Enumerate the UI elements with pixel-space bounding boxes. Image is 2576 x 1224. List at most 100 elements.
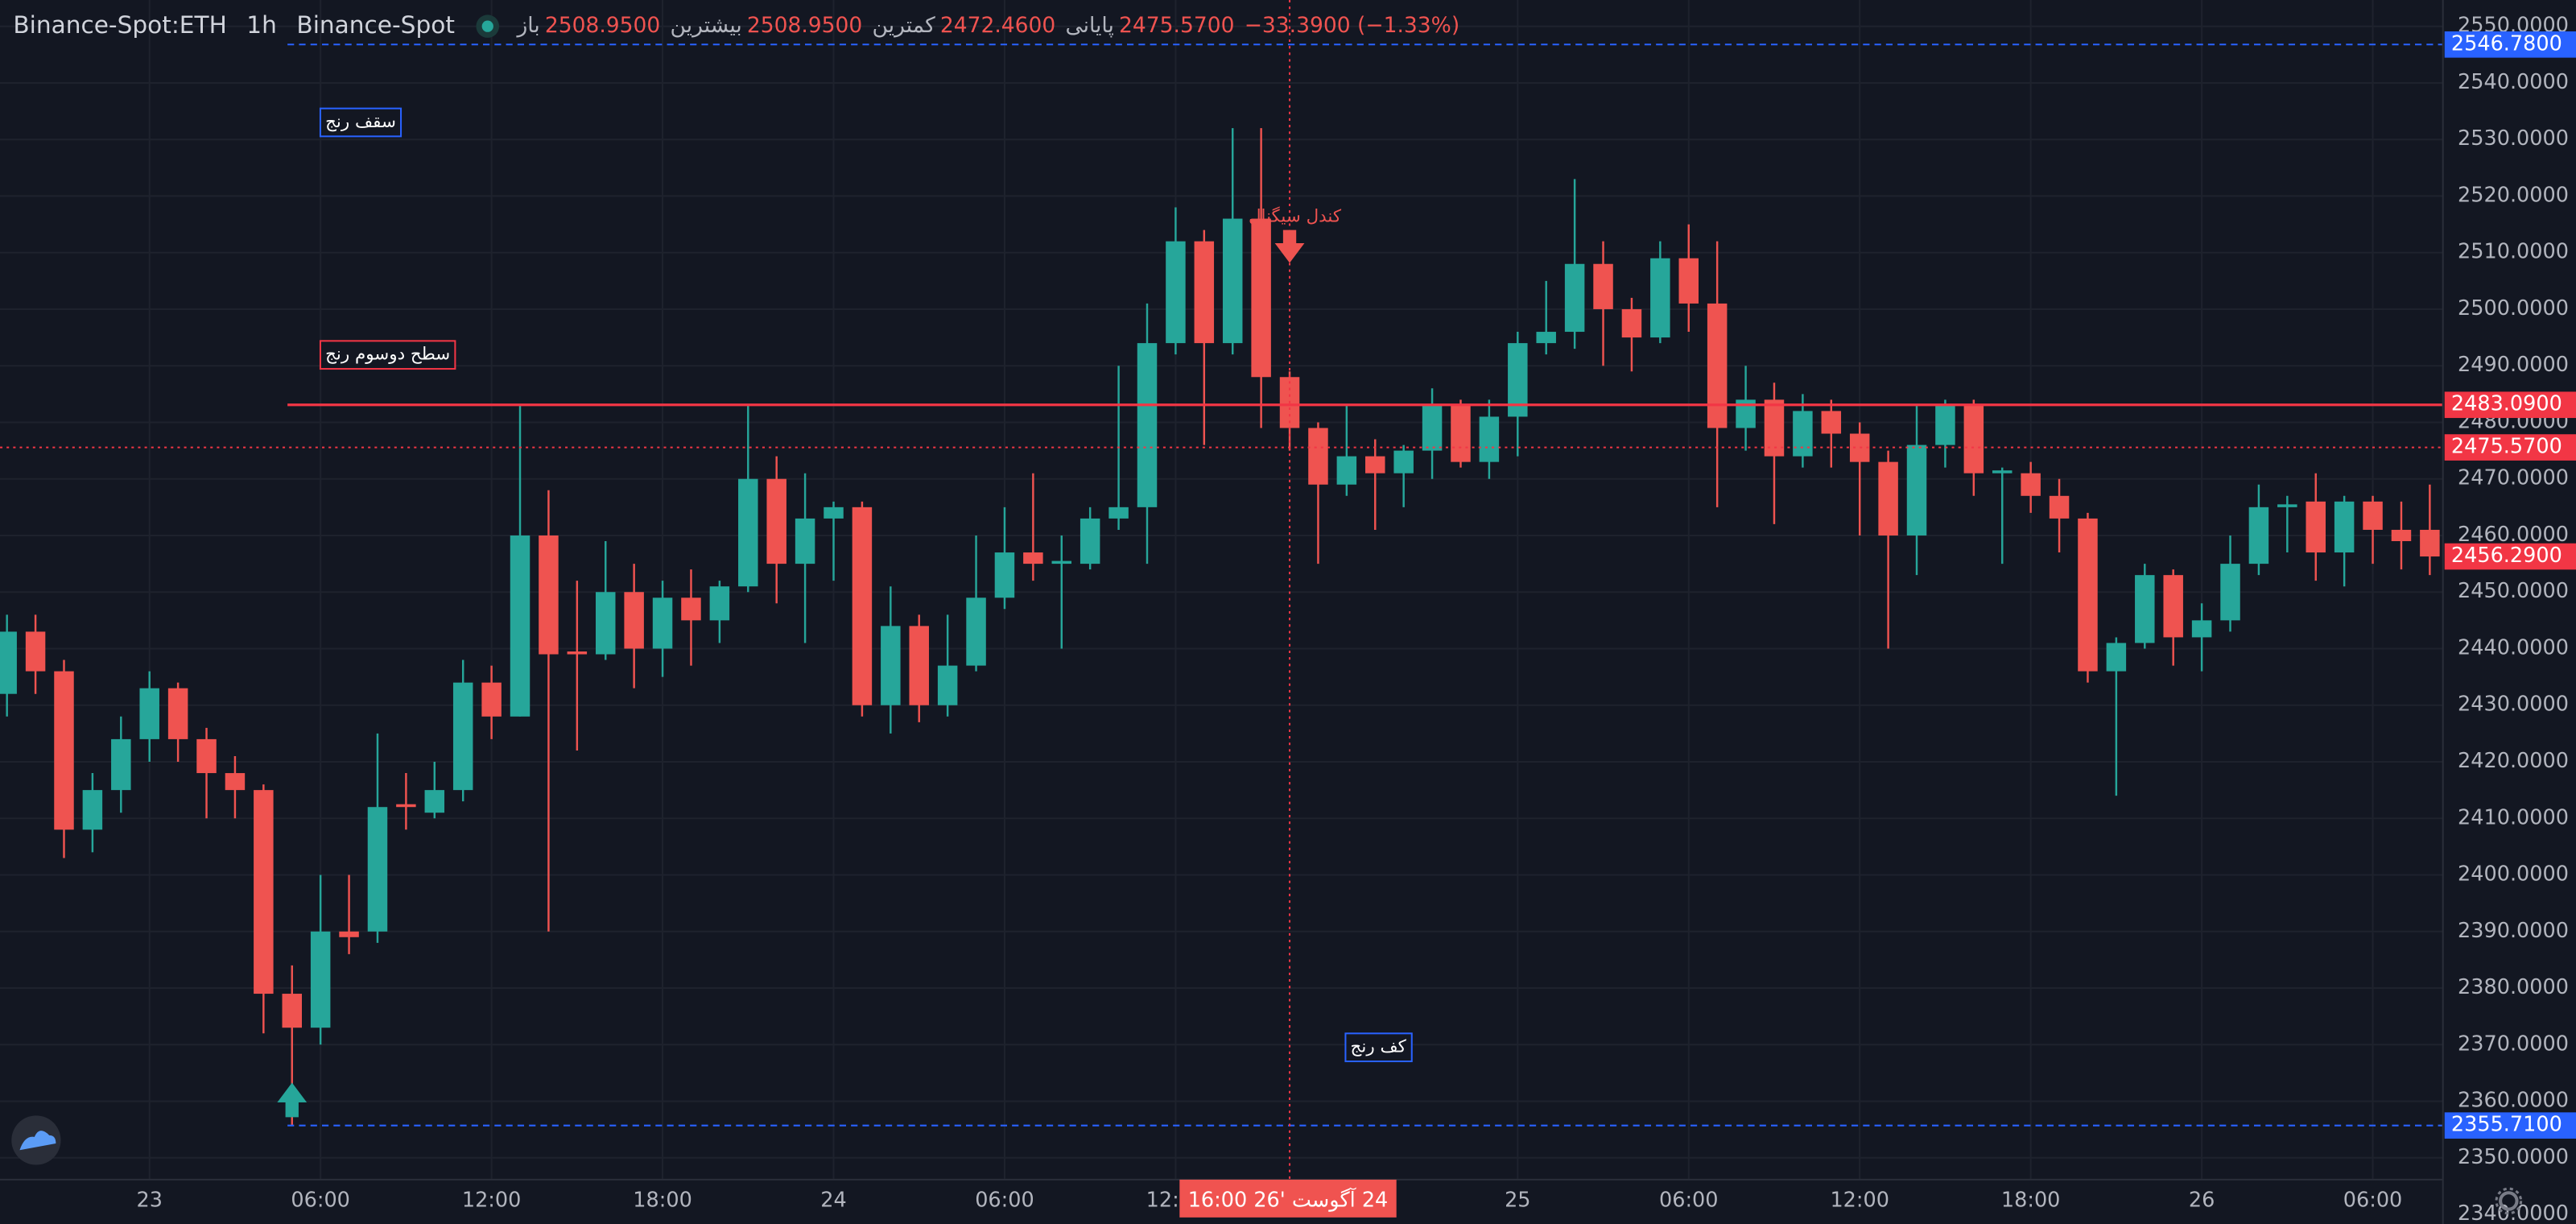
candle-body [510, 535, 530, 717]
price-label: 2355.7100 [2451, 1113, 2562, 1137]
candle-body [2049, 495, 2070, 519]
x-tick-label: 18:00 [2001, 1188, 2061, 1212]
y-tick-label: 2470.0000 [2458, 466, 2569, 490]
candle-body [1821, 411, 1842, 434]
candle-body [1678, 258, 1699, 304]
candle-body [1707, 303, 1728, 428]
x-tick-label: 12:00 [462, 1188, 522, 1212]
candle-body [1906, 445, 1927, 536]
candle-body [2078, 518, 2098, 672]
y-tick-label: 2490.0000 [2458, 353, 2569, 377]
candle-body [709, 586, 730, 621]
candle-body [225, 773, 246, 791]
candle-body [1992, 470, 2013, 473]
logo[interactable] [11, 1115, 61, 1165]
candle-body [937, 665, 958, 705]
candle-body [196, 738, 217, 774]
price-label-box [2444, 31, 2576, 58]
status-dot [481, 20, 493, 32]
candle-body [1593, 263, 1613, 309]
y-tick-label: 2430.0000 [2458, 693, 2569, 717]
field-value: 2508.9500 [545, 13, 660, 38]
candle-body [766, 478, 786, 564]
candle-body [1051, 560, 1072, 564]
price-label-box [2444, 1112, 2576, 1139]
candle-body [1194, 241, 1215, 344]
candle-body [1393, 450, 1414, 473]
candle-body [1764, 399, 1785, 457]
candle-body [54, 671, 74, 830]
candle-body [2306, 501, 2326, 553]
candle-body [1251, 218, 1271, 378]
candle-body [681, 598, 701, 621]
candle-body [167, 688, 188, 739]
price-label: 2546.7800 [2451, 31, 2562, 56]
candle-body [1080, 518, 1100, 564]
candle-body [1479, 416, 1500, 462]
candle-body [1878, 461, 1898, 536]
field-value: 2472.4600 [940, 13, 1055, 38]
candle-body [2391, 529, 2412, 542]
price-label-box [2444, 543, 2576, 570]
candle-body [2220, 564, 2240, 621]
candle-body [1963, 405, 1984, 473]
gear-teeth [2495, 1187, 2523, 1215]
candle-body [881, 626, 901, 705]
candle-body [1422, 405, 1443, 451]
x-tick-label: 06:00 [291, 1188, 350, 1212]
price-label-box [2444, 434, 2576, 461]
x-tick-label: 26 [2189, 1188, 2215, 1212]
gear-icon[interactable] [2499, 1191, 2519, 1211]
y-tick-label: 2530.0000 [2458, 126, 2569, 151]
annotation-box [319, 340, 456, 370]
candle-body [2334, 501, 2355, 553]
y-tick-label: 2450.0000 [2458, 579, 2569, 603]
y-tick-label: 2460.0000 [2458, 523, 2569, 547]
y-tick-label: 2400.0000 [2458, 862, 2569, 887]
axes: 2340.00002350.00002360.00002370.00002380… [136, 14, 2576, 1224]
candle-body [966, 598, 986, 666]
price-label: 2483.0900 [2451, 392, 2562, 416]
candle-body [82, 790, 103, 830]
x-tick-label: 18:00 [633, 1188, 692, 1212]
candle-body [2163, 575, 2183, 638]
candle-body [25, 631, 46, 672]
candle-body [539, 535, 559, 655]
candle-body [1793, 411, 1813, 457]
candle-body [2420, 529, 2440, 557]
y-tick-label: 2540.0000 [2458, 70, 2569, 94]
x-tick-label: 25 [1505, 1188, 1530, 1212]
y-tick-label: 2510.0000 [2458, 240, 2569, 264]
candle-body [567, 651, 588, 655]
logo-icon [19, 1131, 56, 1151]
candle-body [481, 682, 502, 717]
price-label-box [2444, 391, 2576, 419]
candle-body [424, 790, 445, 813]
symbol: Binance-Spot:ETH [13, 11, 227, 39]
candle-body [2021, 473, 2041, 496]
x-tick-label: 12:00 [1830, 1188, 1889, 1212]
y-tick-label: 2520.0000 [2458, 183, 2569, 207]
candle-body [1621, 308, 1642, 338]
candle-body [1650, 258, 1670, 338]
change: −33.3900 (−1.33%) [1245, 13, 1459, 38]
candle-body [852, 507, 873, 705]
y-tick-label: 2410.0000 [2458, 805, 2569, 829]
annotation-text: کندل سیگنال [1249, 205, 1342, 226]
candle-body [596, 592, 616, 655]
price-label: 2475.5700 [2451, 435, 2562, 459]
annotation-text: سطح دوسوم رنج [325, 345, 450, 365]
y-tick-label: 2360.0000 [2458, 1089, 2569, 1113]
candle-body [994, 552, 1015, 598]
candle-body [0, 631, 17, 694]
candle-body [2135, 575, 2155, 643]
candle-body [310, 931, 331, 1028]
settings-button[interactable] [2495, 1187, 2523, 1215]
candle-body [1108, 507, 1129, 519]
candle-body [1451, 405, 1471, 462]
candle-body [738, 478, 758, 587]
annotation-box [1344, 1032, 1413, 1063]
field-value: 2508.9500 [747, 13, 862, 38]
